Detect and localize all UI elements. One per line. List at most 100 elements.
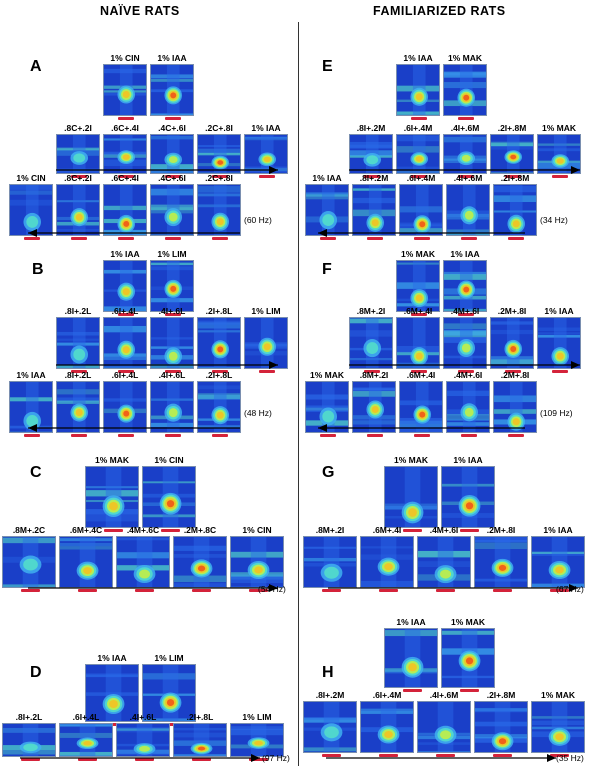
- cell-label: 1% IAA: [97, 653, 127, 663]
- heatmap-image: [244, 317, 288, 369]
- heatmap-cell: .6I+.4L: [59, 712, 113, 761]
- heatmap-cell: .8I+.2M: [352, 173, 396, 240]
- heatmap-image: [59, 723, 113, 757]
- cell-label: 1% IAA: [251, 123, 281, 133]
- stimulus-bar: [321, 754, 341, 757]
- heatmap-image: [399, 184, 443, 236]
- cell-label: 1% CIN: [110, 53, 140, 63]
- cell-label: .8C+.2I: [64, 173, 92, 183]
- stimulus-bar: [505, 370, 521, 373]
- stimulus-bar: [549, 589, 569, 592]
- heatmap-image: [417, 536, 471, 588]
- heatmap-image: [103, 260, 147, 312]
- heatmap-image: [537, 317, 581, 369]
- cell-label: 1% IAA: [544, 306, 574, 316]
- cell-label: 1% LIM: [157, 249, 187, 259]
- heatmap-image: [230, 723, 284, 757]
- heatmap-image: [384, 628, 438, 688]
- heatmap-cell: 1% CIN: [9, 173, 53, 240]
- stimulus-bar: [259, 370, 275, 373]
- heatmap-cell: 1% LIM: [142, 653, 196, 726]
- heatmap-cell: 1% IAA: [150, 53, 194, 120]
- heatmap-cell: .6C+.4I: [103, 173, 147, 240]
- heatmap-cell: .8M+.2I: [349, 306, 393, 373]
- stimulus-bar: [402, 689, 422, 692]
- heatmap-image: [305, 381, 349, 433]
- stimulus-bar: [134, 589, 154, 592]
- heatmap-image: [537, 134, 581, 174]
- cell-label: .8C+.2I: [64, 123, 92, 133]
- heatmap-image: [173, 723, 227, 757]
- stimulus-bar: [505, 175, 521, 178]
- frequency-label: (109 Hz): [540, 408, 573, 418]
- cell-label: .6I+.4L: [111, 306, 139, 316]
- cell-label: .8M+.2C: [12, 525, 46, 535]
- direction-arrow: [326, 753, 556, 763]
- stimulus-bar: [118, 370, 134, 373]
- heatmap-image: [103, 317, 147, 369]
- cell-label: .6M+.4C: [69, 525, 103, 535]
- heatmap-image: [531, 536, 585, 588]
- heatmap-cell: .6I+.4M: [360, 690, 414, 757]
- heatmap-cell: .8I+.2M: [349, 123, 393, 178]
- heatmap-image: [493, 381, 537, 433]
- heatmap-cell: .4M+.6I: [443, 306, 487, 373]
- heatmap-image: [490, 134, 534, 174]
- heatmap-image: [360, 536, 414, 588]
- direction-arrow: [349, 165, 580, 175]
- cell-label: .6I+.4M: [372, 690, 402, 700]
- cell-label: 1% IAA: [453, 455, 483, 465]
- heatmap-cell: .4C+.6I: [150, 173, 194, 240]
- cell-label: 1% MAK: [400, 249, 435, 259]
- heatmap-cell: 1% LIM: [230, 712, 284, 761]
- heatmap-cell: 1% MAK: [85, 455, 139, 532]
- stimulus-bar: [411, 313, 427, 316]
- panel-letter: F: [322, 261, 332, 278]
- heatmap-image: [417, 701, 471, 753]
- heatmap-image: [59, 536, 113, 588]
- heatmap-cell: 1% IAA: [103, 249, 147, 316]
- heatmap-cell: .2M+.8I: [474, 525, 528, 592]
- direction-arrow: [318, 423, 525, 433]
- stimulus-bar: [212, 175, 228, 178]
- stimulus-bar: [414, 434, 430, 437]
- cell-label: .6I+.4L: [72, 712, 100, 722]
- stimulus-bar: [24, 434, 40, 437]
- heatmap-cell: .6I+.4L: [103, 370, 147, 437]
- heatmap-image: [85, 664, 139, 722]
- cell-label: .8I+.2M: [356, 123, 386, 133]
- stimulus-bar: [160, 723, 180, 726]
- stimulus-bar: [118, 434, 134, 437]
- heatmap-cell: .8I+.2L: [56, 370, 100, 437]
- heatmap-cell: .4I+.6L: [150, 370, 194, 437]
- panel-letter: B: [32, 261, 44, 278]
- stimulus-bar: [461, 434, 477, 437]
- heatmap-image: [443, 64, 487, 116]
- panel-letter: C: [30, 464, 42, 481]
- direction-arrow: [28, 228, 240, 238]
- cell-label: .6M+.4I: [406, 370, 436, 380]
- cell-label: 1% IAA: [450, 249, 480, 259]
- cell-label: 1% IAA: [312, 173, 342, 183]
- stimulus-bar: [411, 370, 427, 373]
- direction-arrow: [318, 228, 525, 238]
- heatmap-image: [56, 134, 100, 174]
- heatmap-cell: .2M+.8C: [173, 525, 227, 592]
- cell-label: .2I+.8L: [186, 712, 214, 722]
- cell-label: 1% IAA: [543, 525, 573, 535]
- heatmap-image: [441, 628, 495, 688]
- heatmap-image: [150, 317, 194, 369]
- heatmap-image: [9, 184, 53, 236]
- stimulus-bar: [118, 175, 134, 178]
- cell-label: .8M+.2I: [359, 370, 389, 380]
- heatmap-image: [142, 466, 196, 528]
- frequency-label: (54 Hz): [258, 584, 286, 594]
- heatmap-image: [56, 317, 100, 369]
- stimulus-bar: [364, 175, 380, 178]
- cell-label: .4C+.6I: [158, 123, 186, 133]
- cell-label: .6I+.4L: [111, 370, 139, 380]
- frequency-label: (48 Hz): [244, 408, 272, 418]
- heatmap-cell: .8I+.2L: [2, 712, 56, 761]
- heatmap-cell: 1% MAK: [537, 123, 581, 178]
- stimulus-bar: [165, 237, 181, 240]
